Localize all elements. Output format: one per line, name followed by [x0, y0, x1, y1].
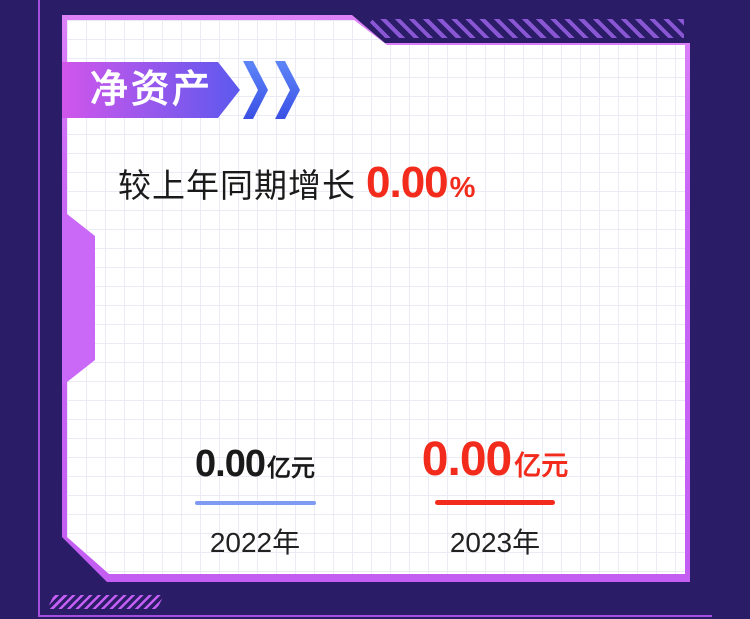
growth-statement: 较上年同期增长 0.00 %	[118, 158, 475, 208]
value-2022: 0.00 亿元	[145, 445, 365, 483]
value-2022-number: 0.00	[195, 443, 266, 485]
value-2023: 0.00 亿元	[385, 436, 605, 484]
section-title-label: 净资产	[90, 69, 214, 111]
growth-percent-sign: %	[449, 172, 476, 204]
underline-2022	[195, 501, 316, 505]
left-frame-line	[38, 0, 40, 617]
left-tab-decoration	[62, 210, 95, 386]
growth-value: 0.00	[366, 158, 449, 207]
value-2023-unit: 亿元	[514, 451, 569, 481]
growth-label: 较上年同期增长	[118, 167, 356, 204]
bottom-frame-line	[38, 615, 712, 617]
value-2022-unit: 亿元	[266, 455, 315, 482]
value-2023-number: 0.00	[421, 433, 512, 486]
year-label-2022: 2022年	[209, 527, 301, 558]
section-title-badge: 净资产	[62, 62, 240, 118]
top-hatch-decoration	[357, 19, 684, 38]
bottom-hatch-decoration	[47, 595, 164, 609]
underline-2023	[435, 500, 555, 505]
year-label-2023: 2023年	[449, 527, 541, 558]
